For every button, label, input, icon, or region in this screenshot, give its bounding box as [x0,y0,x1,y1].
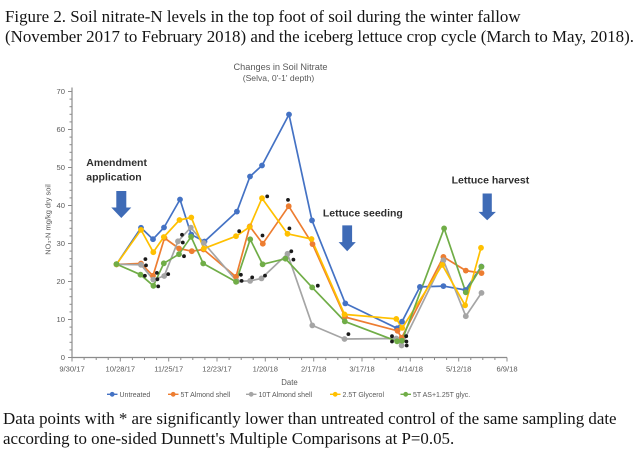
svg-text:application: application [86,171,141,183]
svg-text:5T AS+1.25T glyc.: 5T AS+1.25T glyc. [413,392,470,399]
svg-text:4/14/18: 4/14/18 [398,365,423,374]
svg-text:10/28/17: 10/28/17 [106,365,136,374]
svg-text:10: 10 [57,315,65,324]
svg-text:9/30/17: 9/30/17 [59,365,84,374]
svg-text:70: 70 [57,87,65,96]
svg-text:12/23/17: 12/23/17 [202,365,232,374]
svg-text:20: 20 [57,277,65,286]
svg-text:5/12/18: 5/12/18 [446,365,471,374]
svg-text:NO₃-N mg/kg dry soil: NO₃-N mg/kg dry soil [44,184,53,255]
svg-text:3/17/18: 3/17/18 [349,365,374,374]
svg-text:10T Almond shell: 10T Almond shell [259,392,313,399]
svg-text:(Selva, 0'-1' depth): (Selva, 0'-1' depth) [243,73,315,83]
svg-text:Lettuce seeding: Lettuce seeding [323,208,403,220]
svg-text:60: 60 [57,125,65,134]
svg-text:11/25/17: 11/25/17 [154,365,183,374]
svg-text:Date: Date [281,378,297,387]
svg-text:6/9/18: 6/9/18 [496,365,517,374]
svg-text:2.5T Glycerol: 2.5T Glycerol [343,392,385,399]
svg-text:Amendment: Amendment [86,157,147,169]
svg-text:Lettuce harvest: Lettuce harvest [452,175,530,187]
svg-text:1/20/18: 1/20/18 [253,365,278,374]
svg-text:2/17/18: 2/17/18 [301,365,326,374]
svg-text:50: 50 [57,163,65,172]
svg-text:5T Almond shell: 5T Almond shell [181,392,231,399]
svg-text:0: 0 [61,353,65,362]
svg-text:Untreated: Untreated [120,392,151,399]
svg-text:30: 30 [57,239,65,248]
svg-text:Changes in Soil Nitrate: Changes in Soil Nitrate [234,62,328,72]
svg-text:40: 40 [57,201,65,210]
